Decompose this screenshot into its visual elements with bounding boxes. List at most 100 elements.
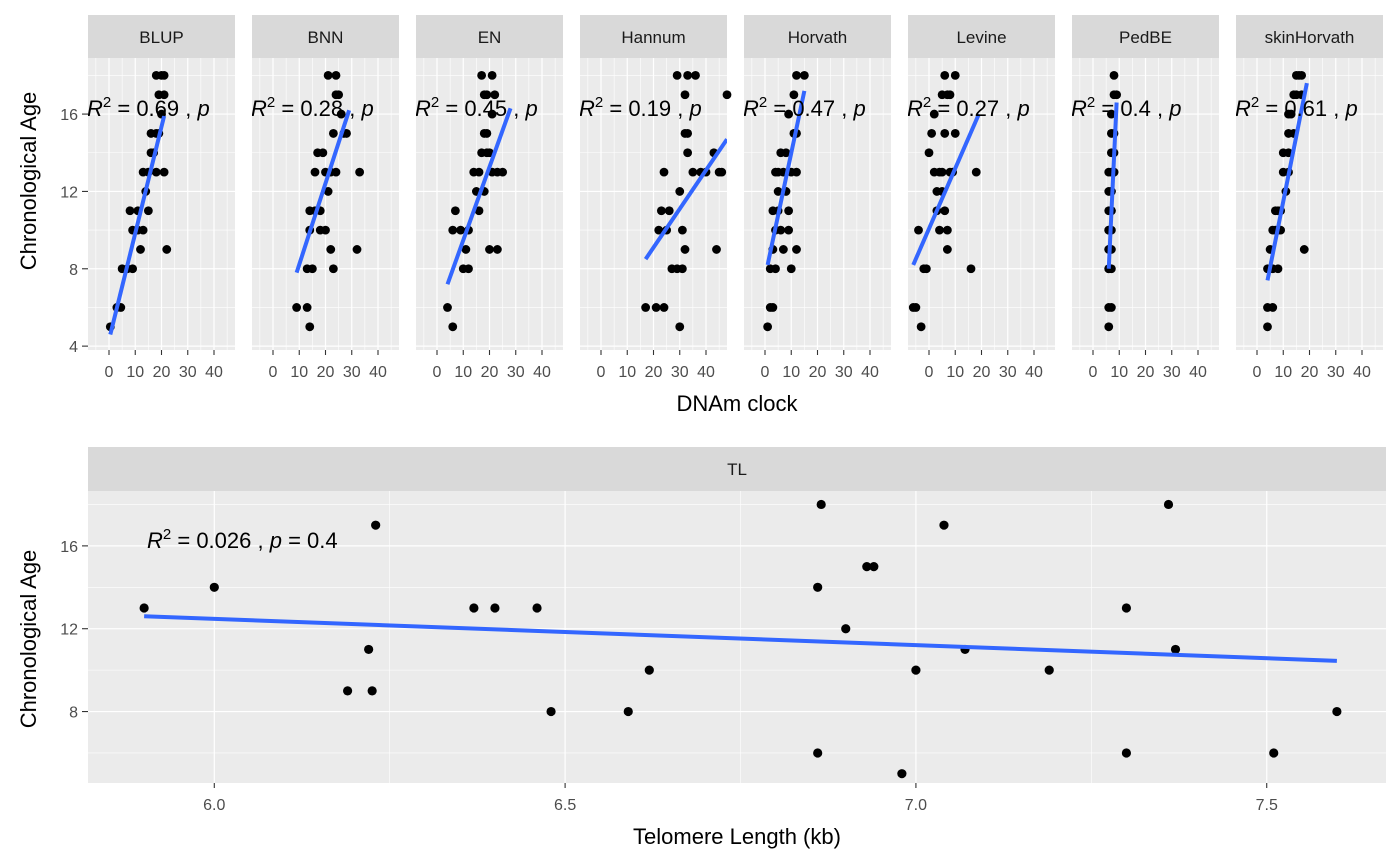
facet-strip (88, 15, 235, 58)
data-point (532, 603, 542, 613)
data-point (162, 245, 172, 254)
data-point (677, 225, 687, 235)
y-tick-label: 8 (69, 262, 78, 279)
r2-superscript: 2 (103, 94, 111, 111)
data-point (1332, 706, 1342, 717)
facet-strip-label: Levine (956, 28, 1006, 47)
x-tick-label: 10 (618, 364, 636, 381)
r2-value: 0.45 (464, 96, 507, 121)
data-point (672, 71, 682, 80)
x-tick-label: 20 (1137, 364, 1155, 381)
x-tick-label: 30 (507, 364, 525, 381)
x-tick-label: 20 (809, 364, 827, 381)
data-point (492, 245, 502, 254)
stat-annotation: R2 = 0.47 , p (743, 94, 866, 121)
data-point (1163, 499, 1174, 510)
data-point (763, 322, 773, 332)
r2-symbol: R (907, 96, 923, 121)
facet-strip (744, 15, 891, 58)
x-tick-label: 0 (433, 364, 442, 381)
bottom-x-axis-title: Telomere Length (kb) (633, 824, 841, 849)
x-tick-label: 20 (153, 364, 171, 381)
data-point (143, 206, 153, 216)
data-point (159, 167, 169, 177)
data-point (784, 206, 794, 216)
x-tick-label: 10 (1110, 364, 1128, 381)
data-point (482, 129, 492, 138)
x-tick-label: 20 (973, 364, 991, 381)
facet-strip (908, 15, 1055, 58)
x-tick-label: 10 (290, 364, 308, 381)
data-point (722, 90, 732, 100)
data-point (939, 520, 949, 530)
p-equals: = (282, 528, 307, 553)
r2-value: 0.4 (1120, 96, 1151, 121)
facet-strip (1072, 15, 1219, 58)
data-point (677, 264, 687, 274)
data-point (869, 561, 879, 572)
data-point (799, 71, 809, 80)
facet-strip (416, 15, 563, 58)
data-point (1109, 71, 1119, 80)
r2-symbol: R (147, 528, 163, 553)
x-tick-label: 30 (1163, 364, 1181, 381)
data-point (683, 129, 693, 138)
y-tick-label: 12 (60, 184, 78, 201)
regression-line (911, 113, 981, 266)
x-tick-label: 0 (105, 364, 114, 381)
data-point (778, 245, 788, 254)
x-tick-label: 10 (782, 364, 800, 381)
data-point (474, 206, 484, 216)
data-point (659, 167, 669, 177)
r2-equals: = (931, 96, 956, 121)
r2-superscript: 2 (163, 526, 171, 543)
data-point (1106, 303, 1116, 312)
data-point (816, 499, 826, 510)
data-point (1263, 322, 1272, 332)
data-point (675, 322, 685, 332)
data-point (644, 665, 654, 675)
data-point (929, 109, 939, 119)
data-point (328, 264, 338, 274)
top-y-axis-title: Chronological Age (16, 92, 41, 271)
data-point (841, 624, 851, 634)
annotation-separator: , (835, 96, 853, 121)
p-symbol: p (269, 528, 282, 553)
x-tick-label: 10 (946, 364, 964, 381)
data-point (1291, 71, 1301, 80)
facet-strip-label: skinHorvath (1265, 28, 1355, 47)
data-point (456, 225, 466, 235)
facet-levine: Levine R2 = 0.27 , p 0 10 20 30 40 (907, 15, 1055, 381)
x-tick-label: 40 (1025, 364, 1043, 381)
x-tick-label: 6.0 (203, 797, 225, 814)
facet-pedbe: PedBE R2 = 0.4 , p 0 10 20 30 40 (1071, 15, 1219, 381)
data-point (688, 167, 698, 177)
r2-superscript: 2 (759, 94, 767, 111)
data-point (712, 245, 721, 254)
r2-value: 0.27 (956, 96, 999, 121)
data-point (771, 264, 780, 274)
x-tick-label: 7.0 (905, 797, 927, 814)
data-point (138, 225, 148, 235)
data-point (950, 71, 960, 80)
data-point (355, 167, 365, 177)
data-point (318, 148, 328, 158)
data-point (927, 129, 937, 138)
data-point (1170, 644, 1181, 655)
data-point (336, 109, 346, 119)
x-tick-label: 30 (999, 364, 1017, 381)
r2-symbol: R (1071, 96, 1087, 121)
data-point (464, 264, 473, 274)
p-symbol: p (524, 96, 537, 121)
facet-strip-label: EN (478, 28, 502, 47)
r2-value: 0.19 (628, 96, 671, 121)
data-point (450, 206, 460, 216)
data-point (911, 665, 921, 675)
r2-equals: = (767, 96, 792, 121)
annotation-separator: , (671, 96, 689, 121)
x-tick-label: 30 (179, 364, 197, 381)
r2-value: 0.47 (792, 96, 835, 121)
data-point (680, 90, 690, 100)
